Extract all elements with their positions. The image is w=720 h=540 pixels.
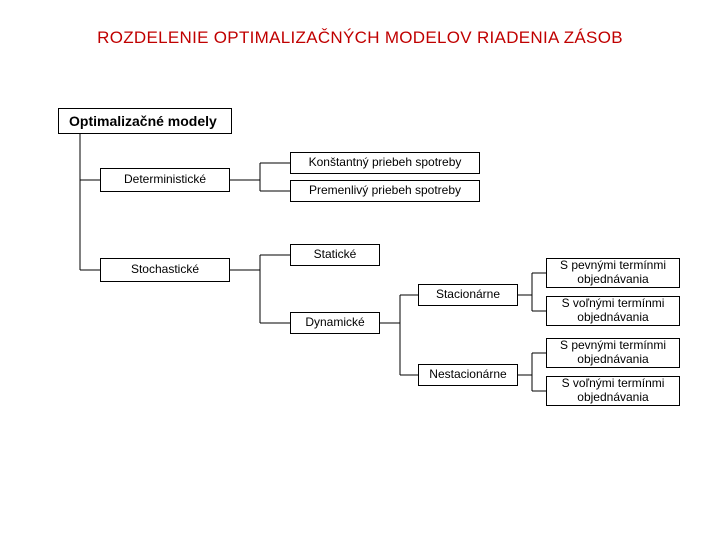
tree-node: S pevnými termínmi objednávania <box>546 338 680 368</box>
tree-node: Premenlivý priebeh spotreby <box>290 180 480 202</box>
tree-diagram: Optimalizačné modely Deterministické Konšt… <box>0 0 720 540</box>
tree-node: Konštantný priebeh spotreby <box>290 152 480 174</box>
tree-node: S voľnými termínmi objednávania <box>546 296 680 326</box>
tree-node: Deterministické <box>100 168 230 192</box>
tree-node: Dynamické <box>290 312 380 334</box>
tree-node: S pevnými termínmi objednávania <box>546 258 680 288</box>
tree-node: Stacionárne <box>418 284 518 306</box>
tree-node: Stochastické <box>100 258 230 282</box>
tree-node: Nestacionárne <box>418 364 518 386</box>
tree-node: Optimalizačné modely <box>58 108 232 134</box>
tree-node: Statické <box>290 244 380 266</box>
tree-node: S voľnými termínmi objednávania <box>546 376 680 406</box>
